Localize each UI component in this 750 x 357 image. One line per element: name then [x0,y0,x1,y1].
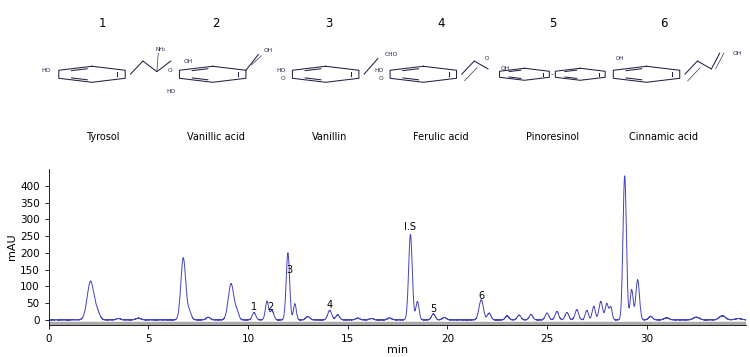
Text: Ferulic acid: Ferulic acid [413,132,469,142]
Text: OH: OH [263,48,272,53]
Text: 1: 1 [99,17,106,30]
Text: O: O [280,76,286,81]
Text: HO: HO [41,68,50,73]
Text: 2: 2 [267,302,273,312]
Text: 3: 3 [286,265,292,275]
Text: O: O [379,76,383,81]
Text: OH: OH [183,59,193,64]
Text: 2: 2 [212,17,220,30]
Text: O: O [484,56,489,61]
Text: Vanillic acid: Vanillic acid [188,132,245,142]
Text: OH: OH [732,51,742,56]
Text: 4: 4 [327,301,333,311]
Text: OH: OH [616,56,624,61]
Text: Pinoresinol: Pinoresinol [526,132,579,142]
Text: 1: 1 [251,302,257,312]
Text: Cinnamic acid: Cinnamic acid [629,132,698,142]
Text: 5: 5 [430,304,436,314]
Text: O: O [168,68,172,73]
Text: HO: HO [374,68,383,73]
Text: NH₂: NH₂ [155,47,166,52]
Text: HO: HO [276,68,286,73]
Y-axis label: mAU: mAU [8,234,17,260]
Text: 5: 5 [549,17,556,30]
Text: Vanillin: Vanillin [311,132,346,142]
Text: I.S: I.S [404,222,416,232]
X-axis label: min: min [387,345,408,355]
Text: HO: HO [166,89,176,94]
Text: 3: 3 [326,17,333,30]
Text: OH: OH [501,66,510,71]
Text: 6: 6 [660,17,668,30]
Text: 6: 6 [478,291,484,301]
Text: CHO: CHO [385,52,398,57]
Text: Tyrosol: Tyrosol [86,132,119,142]
Text: 4: 4 [437,17,445,30]
